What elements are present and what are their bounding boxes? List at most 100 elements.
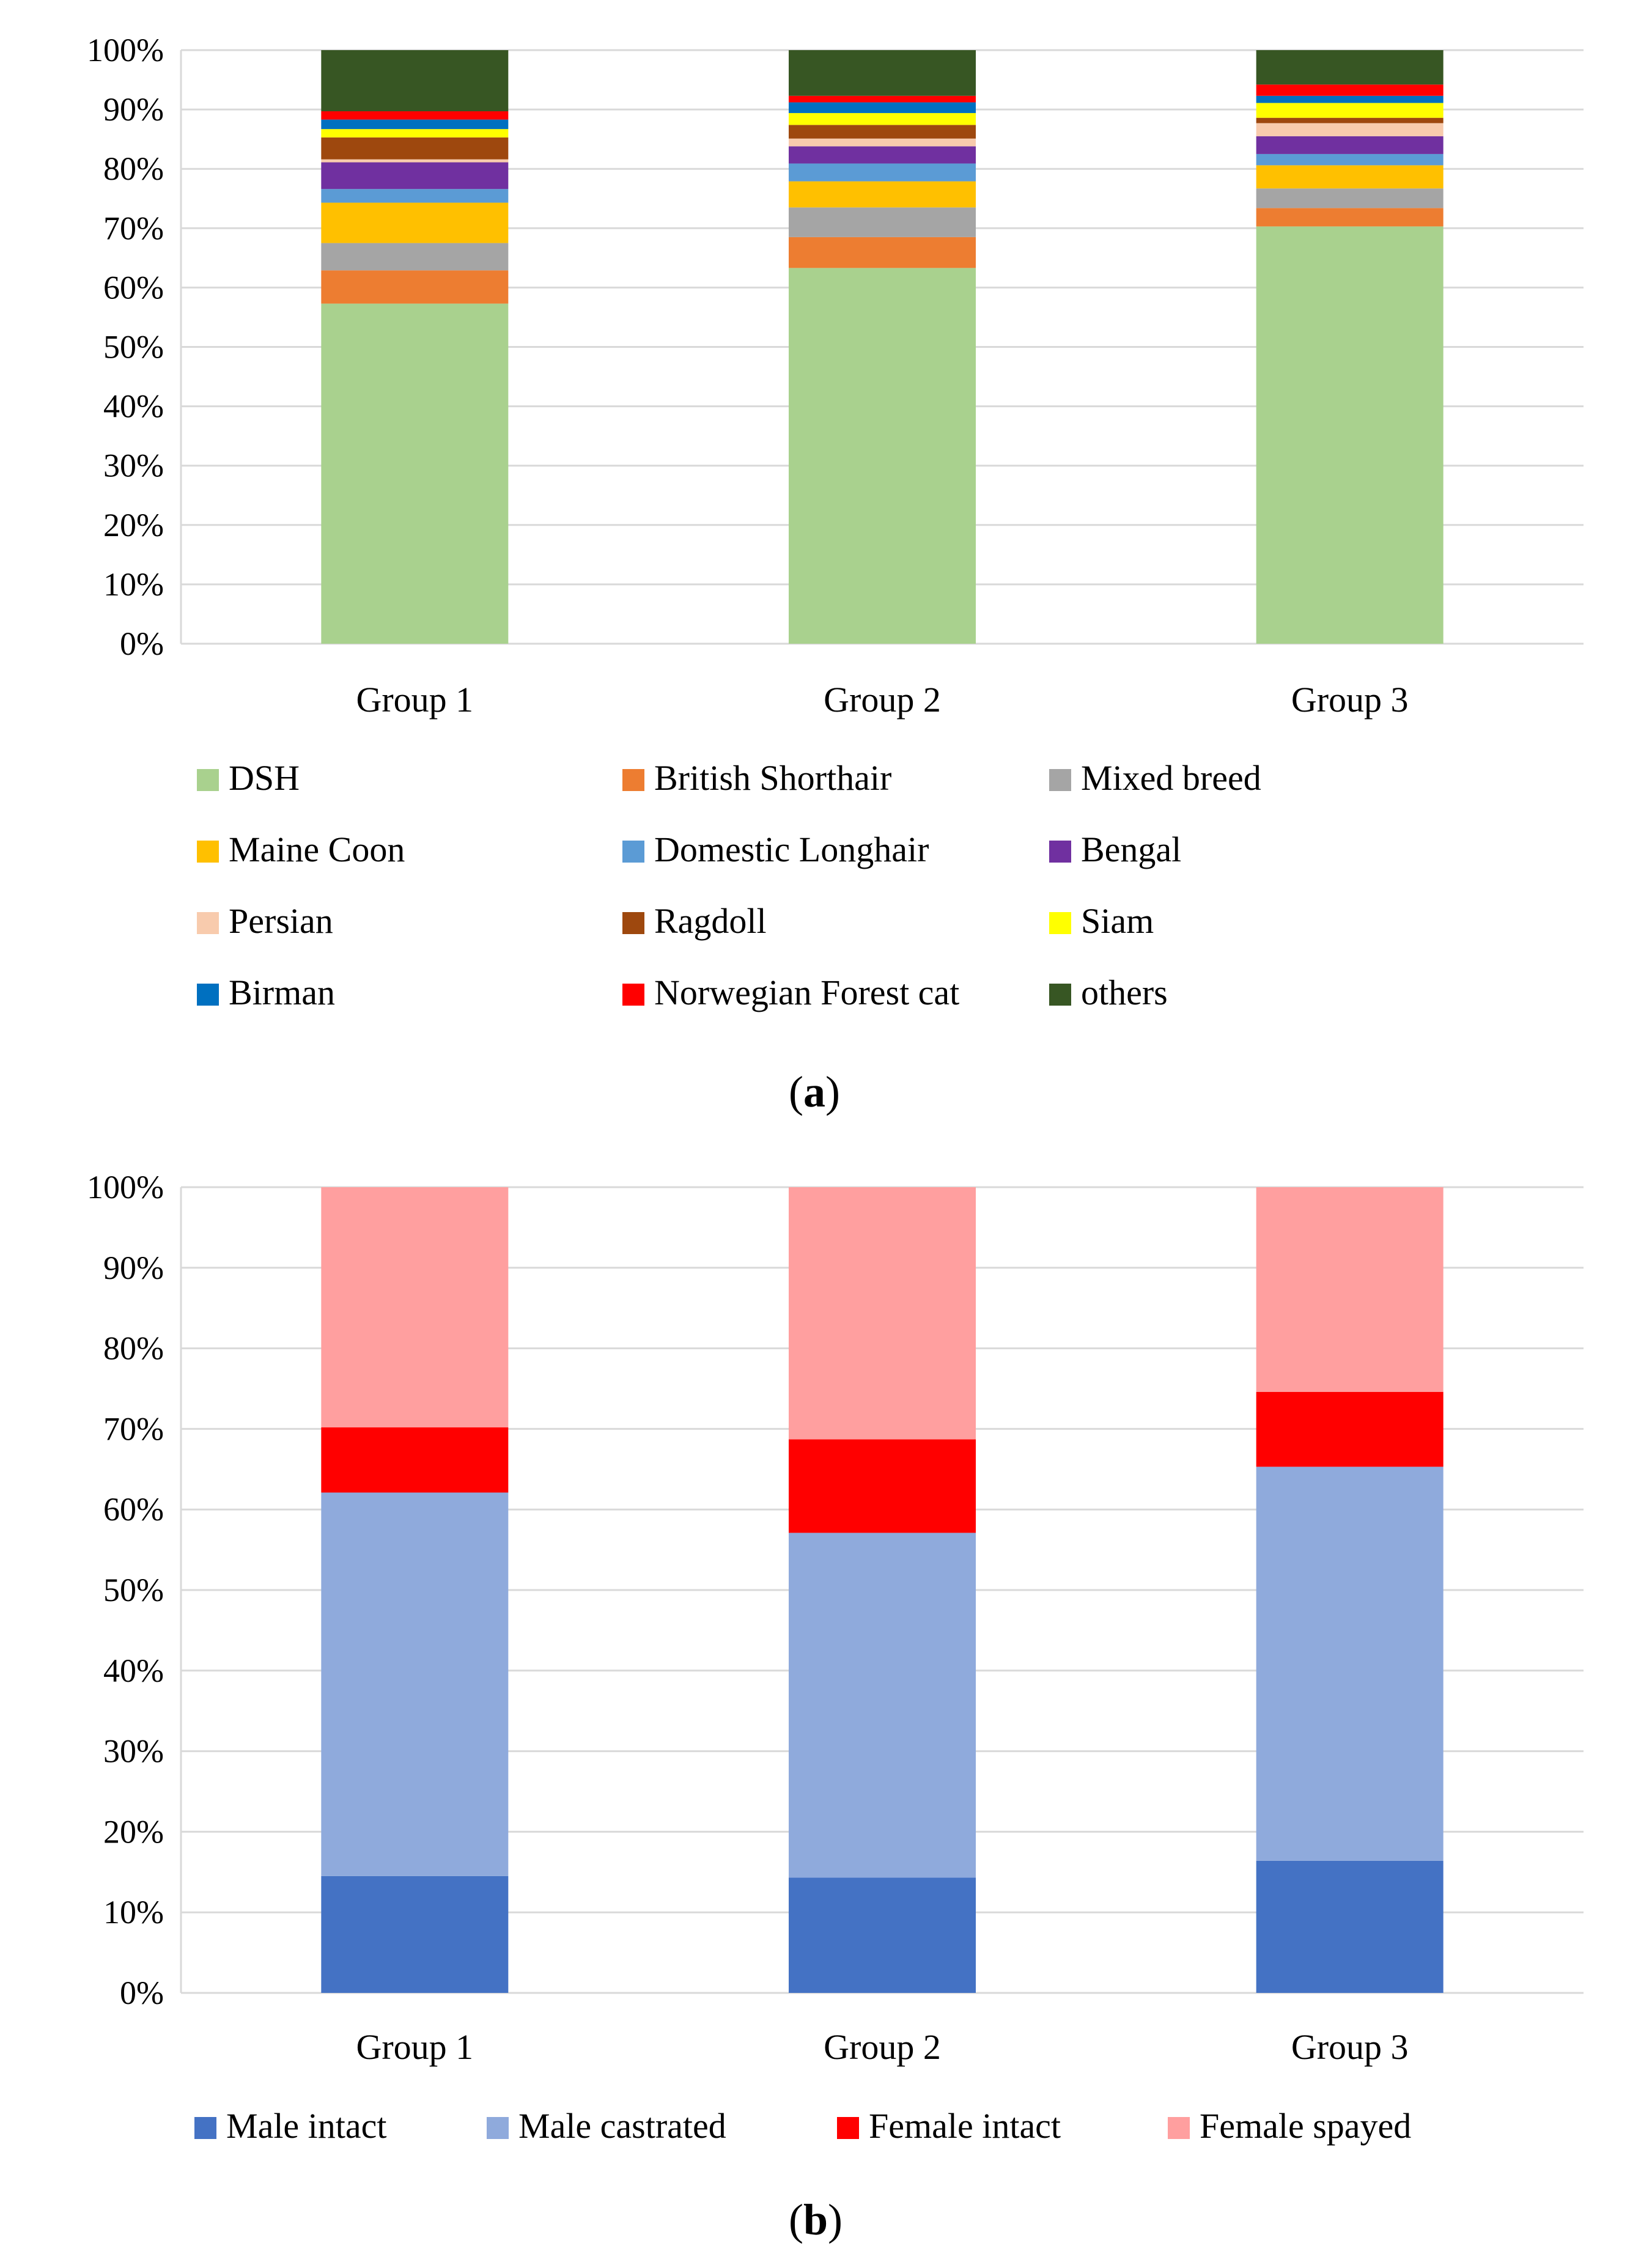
bar-segment-ragdoll-group-3: [1256, 117, 1444, 123]
bar-segment-persian-group-1: [321, 159, 509, 163]
y-tick-label: 70%: [103, 210, 164, 246]
bar-segment-female-intact-group-2: [789, 1439, 976, 1533]
y-tick-label: 30%: [103, 447, 164, 484]
bar-segment-domestic-longhair-group-3: [1256, 153, 1444, 166]
bar-segment-male-intact-group-3: [1256, 1860, 1444, 1993]
x-category-label: Group 1: [356, 680, 473, 720]
x-category-label: Group 2: [824, 2027, 941, 2067]
legend-label-female-spayed: Female spayed: [1200, 2106, 1411, 2146]
legend-swatch-siam: [1049, 912, 1071, 934]
chart-b-sex-neuter-status: 0% 10% 20% 30% 40% 50% 60% 70% 80% 90% 100% Group 1…: [87, 1169, 1584, 2146]
legend-label-male-castrated: Male castrated: [518, 2106, 726, 2146]
bar-segment-bengal-group-3: [1256, 136, 1444, 154]
bar-segment-british-shorthair-group-1: [321, 270, 509, 304]
legend-swatch-ragdoll: [622, 912, 644, 934]
legend-label-others: others: [1081, 973, 1168, 1012]
legend-label-bengal: Bengal: [1081, 830, 1181, 869]
legend-swatch-domestic-longhair: [622, 841, 644, 863]
bar-segment-siam-group-2: [789, 112, 976, 125]
bar-segment-siam-group-3: [1256, 103, 1444, 118]
bar-segment-male-castrated-group-1: [321, 1492, 509, 1876]
bar-segment-maine-coon-group-1: [321, 202, 509, 243]
x-category-label: Group 2: [824, 680, 941, 720]
bar-segment-ragdoll-group-1: [321, 137, 509, 160]
bar-segment-siam-group-1: [321, 129, 509, 138]
bar-segment-mixed-breed-group-1: [321, 243, 509, 271]
bar-segment-birman-group-3: [1256, 95, 1444, 103]
legend-label-birman: Birman: [229, 973, 335, 1012]
y-tick-label: 90%: [103, 1250, 164, 1286]
legend-swatch-norwegian-forest-cat: [622, 984, 644, 1006]
y-tick-label: 30%: [103, 1733, 164, 1770]
legend-swatch-dsh: [197, 769, 219, 791]
bar-segment-maine-coon-group-3: [1256, 165, 1444, 189]
legend-swatch-female-spayed: [1168, 2117, 1190, 2139]
bar-segment-ragdoll-group-2: [789, 125, 976, 139]
y-tick-label: 70%: [103, 1410, 164, 1447]
legend-swatch-others: [1049, 984, 1071, 1006]
bar-segment-persian-group-2: [789, 138, 976, 147]
legend-label-british-shorthair: British Shorthair: [654, 758, 891, 798]
legend-label-dsh: DSH: [229, 758, 300, 798]
legend-swatch-bengal: [1049, 841, 1071, 863]
legend-label-female-intact: Female intact: [869, 2106, 1061, 2146]
x-category-label: Group 3: [1291, 680, 1409, 720]
bar-segment-others-group-2: [789, 50, 976, 96]
y-tick-label: 60%: [103, 1491, 164, 1528]
y-tick-label: 60%: [103, 269, 164, 306]
y-tick-label: 40%: [103, 1652, 164, 1689]
bar-segment-norwegian-forest-cat-group-1: [321, 111, 509, 120]
legend-swatch-birman: [197, 984, 219, 1006]
legend-label-maine-coon: Maine Coon: [229, 830, 405, 869]
bar-segment-bengal-group-1: [321, 162, 509, 190]
bar-segment-male-intact-group-2: [789, 1877, 976, 1993]
legend-swatch-mixed-breed: [1049, 769, 1071, 791]
legend-label-ragdoll: Ragdoll: [654, 901, 767, 941]
panel-label-b-text: b: [803, 2195, 828, 2244]
legend-swatch-male-intact: [194, 2117, 216, 2139]
bar-segment-others-group-3: [1256, 50, 1444, 85]
bar-segment-male-intact-group-1: [321, 1876, 509, 1993]
legend-label-persian: Persian: [229, 901, 333, 941]
chart-a-breed-distribution: 0% 10% 20% 30% 40% 50% 60% 70% 80% 90% 100% Group 1…: [87, 32, 1584, 1012]
panel-label-a-text: a: [803, 1067, 825, 1116]
legend-label-mixed-breed: Mixed breed: [1081, 758, 1261, 798]
y-tick-label: 10%: [103, 1894, 164, 1931]
bar-segment-birman-group-2: [789, 102, 976, 113]
legend-label-domestic-longhair: Domestic Longhair: [654, 830, 929, 869]
bar-segment-dsh-group-3: [1256, 226, 1444, 644]
bar-segment-dsh-group-1: [321, 303, 509, 644]
legend-swatch-maine-coon: [197, 841, 219, 863]
y-tick-label: 0%: [120, 1975, 164, 2011]
legend-swatch-persian: [197, 912, 219, 934]
y-tick-label: 100%: [87, 1169, 164, 1206]
panel-label-a: (a): [789, 1067, 840, 1116]
y-tick-label: 10%: [103, 566, 164, 603]
bar-segment-others-group-1: [321, 50, 509, 112]
legend-label-norwegian-forest-cat: Norwegian Forest cat: [654, 973, 959, 1012]
legend-swatch-british-shorthair: [622, 769, 644, 791]
y-tick-label: 80%: [103, 150, 164, 187]
y-tick-label: 100%: [87, 32, 164, 68]
bar-segment-british-shorthair-group-3: [1256, 208, 1444, 227]
y-tick-label: 80%: [103, 1330, 164, 1367]
y-tick-label: 50%: [103, 329, 164, 366]
y-tick-label: 20%: [103, 1813, 164, 1850]
bar-segment-mixed-breed-group-3: [1256, 188, 1444, 208]
y-tick-label: 20%: [103, 507, 164, 543]
bar-segment-female-intact-group-1: [321, 1427, 509, 1493]
bar-segment-dsh-group-2: [789, 268, 976, 644]
bar-segment-domestic-longhair-group-2: [789, 163, 976, 182]
x-category-label: Group 1: [356, 2027, 473, 2067]
bar-segment-female-spayed-group-2: [789, 1187, 976, 1440]
bar-segment-female-intact-group-3: [1256, 1391, 1444, 1467]
bar-segment-norwegian-forest-cat-group-2: [789, 95, 976, 103]
x-category-label: Group 3: [1291, 2027, 1409, 2067]
bar-segment-domestic-longhair-group-1: [321, 189, 509, 203]
legend-label-male-intact: Male intact: [226, 2106, 387, 2146]
bar-segment-female-spayed-group-1: [321, 1187, 509, 1427]
bar-segment-norwegian-forest-cat-group-3: [1256, 84, 1444, 96]
legend-swatch-female-intact: [837, 2117, 859, 2139]
bar-segment-birman-group-1: [321, 119, 509, 130]
